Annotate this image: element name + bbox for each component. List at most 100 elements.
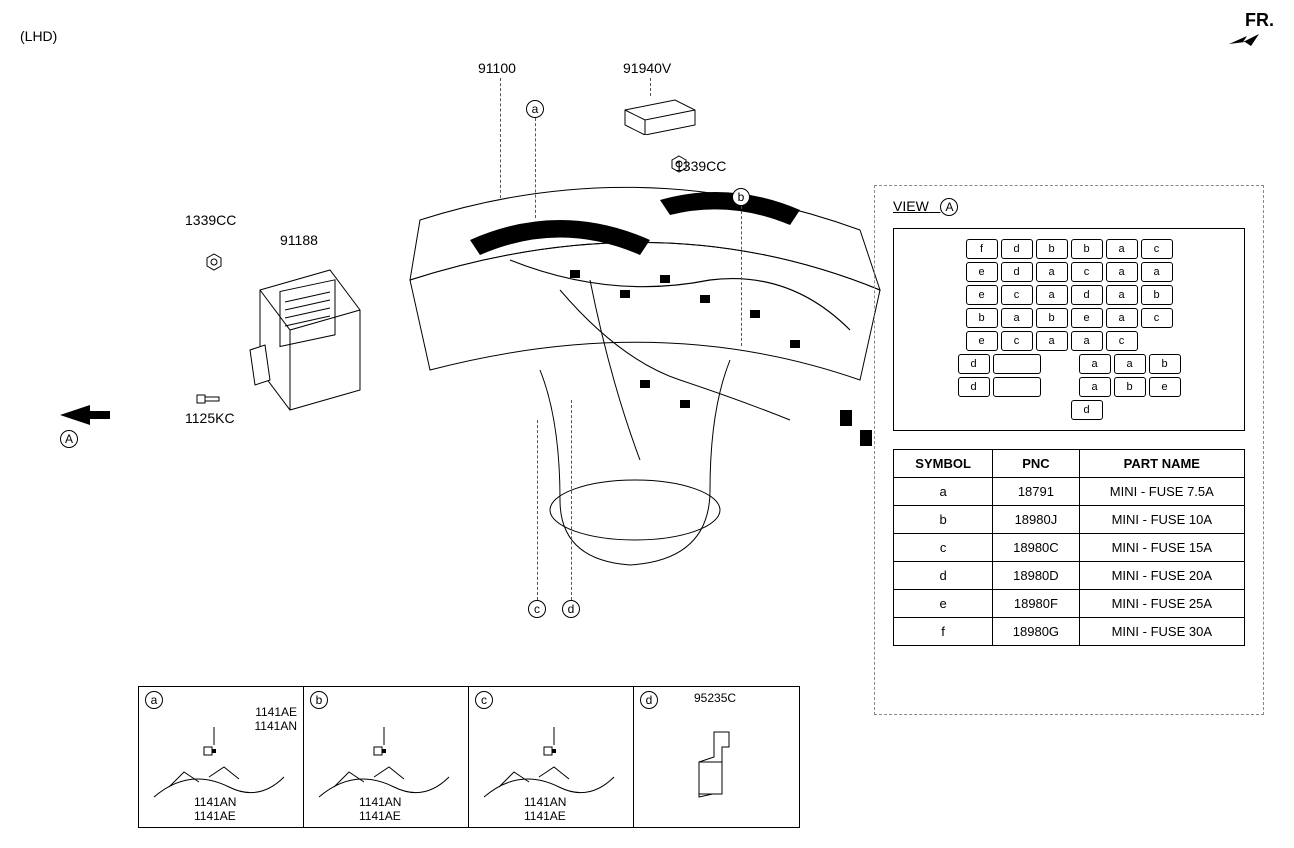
view-a-marker-left: A <box>60 430 78 448</box>
panel-callout: 1141AN <box>255 719 297 733</box>
fuse-cell <box>1106 400 1138 420</box>
fuse-cell: a <box>1079 354 1111 374</box>
fuse-cell <box>1044 377 1076 397</box>
exploded-diagram: 91100 91940V 1339CC 1339CC 91188 1125KC … <box>130 60 810 650</box>
callout-91100: 91100 <box>478 60 516 76</box>
fuse-cell: d <box>958 354 990 374</box>
view-a-panel: VIEW A fdbbacedacaaecadabbabeacecaacdaab… <box>874 185 1264 715</box>
callout-91188: 91188 <box>280 232 318 248</box>
relay-box-icon <box>620 95 700 135</box>
table-cell: MINI - FUSE 7.5A <box>1079 478 1244 506</box>
detail-panel-b: b1141AE1141AN <box>304 687 469 827</box>
panel-callout: 1141AE <box>524 809 566 823</box>
marker-d: d <box>562 600 580 618</box>
table-row: d18980DMINI - FUSE 20A <box>894 562 1245 590</box>
fuse-cell: e <box>966 331 998 351</box>
panel-letter: b <box>310 691 328 709</box>
fuse-cell: b <box>966 308 998 328</box>
panel-callout: 1141AN <box>359 795 401 809</box>
fuse-cell: e <box>966 285 998 305</box>
fuse-cell: b <box>1114 377 1146 397</box>
fr-label: FR. <box>1245 10 1274 31</box>
table-cell: e <box>894 590 993 618</box>
table-cell: 18791 <box>993 478 1079 506</box>
table-row: e18980FMINI - FUSE 25A <box>894 590 1245 618</box>
fuse-cell: e <box>1071 308 1103 328</box>
fuse-cell: c <box>1141 239 1173 259</box>
table-cell: 18980D <box>993 562 1079 590</box>
table-cell: 18980J <box>993 506 1079 534</box>
fuse-cell: b <box>1071 239 1103 259</box>
table-cell: MINI - FUSE 30A <box>1079 618 1244 646</box>
fuse-row: fdbbac <box>966 239 1173 259</box>
view-a-letter: A <box>940 198 958 216</box>
fuse-cell: d <box>1071 400 1103 420</box>
detail-panel-d: d95235C <box>634 687 799 827</box>
fuse-cell: a <box>1036 262 1068 282</box>
lhd-label: (LHD) <box>20 28 57 44</box>
fuse-cell: a <box>1079 377 1111 397</box>
fuse-cell: a <box>1001 308 1033 328</box>
table-cell: b <box>894 506 993 534</box>
fuse-row: babeac <box>966 308 1173 328</box>
fuse-cell: a <box>1036 285 1068 305</box>
parts-table-header: PART NAME <box>1079 450 1244 478</box>
table-cell: 18980F <box>993 590 1079 618</box>
fuse-grid: fdbbacedacaaecadabbabeacecaacdaabdabed <box>893 228 1245 431</box>
fuse-cell: b <box>1149 354 1181 374</box>
view-a-title: VIEW A <box>893 198 1245 216</box>
fuse-row: ecaac <box>966 331 1173 351</box>
fuse-row: daab <box>958 354 1181 374</box>
fuse-cell: c <box>1001 285 1033 305</box>
table-cell: d <box>894 562 993 590</box>
dashboard-outline-sketch <box>360 160 920 580</box>
panel-letter: c <box>475 691 493 709</box>
marker-a: a <box>526 100 544 118</box>
marker-b: b <box>732 188 750 206</box>
fuse-cell: d <box>958 377 990 397</box>
panel-top-callout: 95235C <box>694 691 736 705</box>
fuse-cell: d <box>1001 262 1033 282</box>
callout-1339cc-left: 1339CC <box>185 212 236 228</box>
fuse-cell <box>966 400 998 420</box>
table-cell: MINI - FUSE 25A <box>1079 590 1244 618</box>
table-cell: MINI - FUSE 10A <box>1079 506 1244 534</box>
fuse-cell: b <box>1036 239 1068 259</box>
fuse-cell: c <box>1106 331 1138 351</box>
fuse-cell <box>1036 400 1068 420</box>
table-cell: MINI - FUSE 15A <box>1079 534 1244 562</box>
panel-sketch <box>644 717 784 812</box>
nut-icon-left <box>205 253 223 271</box>
fuse-cell: b <box>1141 285 1173 305</box>
fuse-cell: a <box>1141 262 1173 282</box>
fuse-cell <box>993 354 1041 374</box>
fuse-cell: a <box>1106 308 1138 328</box>
callout-1339cc-right: 1339CC <box>675 158 726 174</box>
fuse-cell <box>1044 354 1076 374</box>
detail-panel-c: c1141AE1141AN <box>469 687 634 827</box>
fuse-cell: a <box>1106 239 1138 259</box>
fuse-cell <box>1141 331 1173 351</box>
fuse-cell: f <box>966 239 998 259</box>
callout-91940v: 91940V <box>623 60 671 76</box>
table-row: a18791MINI - FUSE 7.5A <box>894 478 1245 506</box>
fuse-cell <box>1141 400 1173 420</box>
fuse-cell: b <box>1036 308 1068 328</box>
fuse-cell: a <box>1036 331 1068 351</box>
callout-1125kc: 1125KC <box>185 410 235 426</box>
fuse-cell: e <box>1149 377 1181 397</box>
fr-arrow-icon <box>1229 30 1259 53</box>
fuse-cell: e <box>966 262 998 282</box>
parts-table-header: SYMBOL <box>894 450 993 478</box>
parts-table: SYMBOLPNCPART NAME a18791MINI - FUSE 7.5… <box>893 449 1245 646</box>
fuse-cell: a <box>1071 331 1103 351</box>
view-a-title-text: VIEW <box>893 198 929 214</box>
table-cell: 18980G <box>993 618 1079 646</box>
fuse-cell: d <box>1071 285 1103 305</box>
table-row: b18980JMINI - FUSE 10A <box>894 506 1245 534</box>
detail-panel-a: a1141AE1141AN1141AE1141AN <box>139 687 304 827</box>
fuse-cell: a <box>1114 354 1146 374</box>
table-cell: MINI - FUSE 20A <box>1079 562 1244 590</box>
fuse-row: d abe <box>958 377 1181 397</box>
fuse-cell: a <box>1106 262 1138 282</box>
